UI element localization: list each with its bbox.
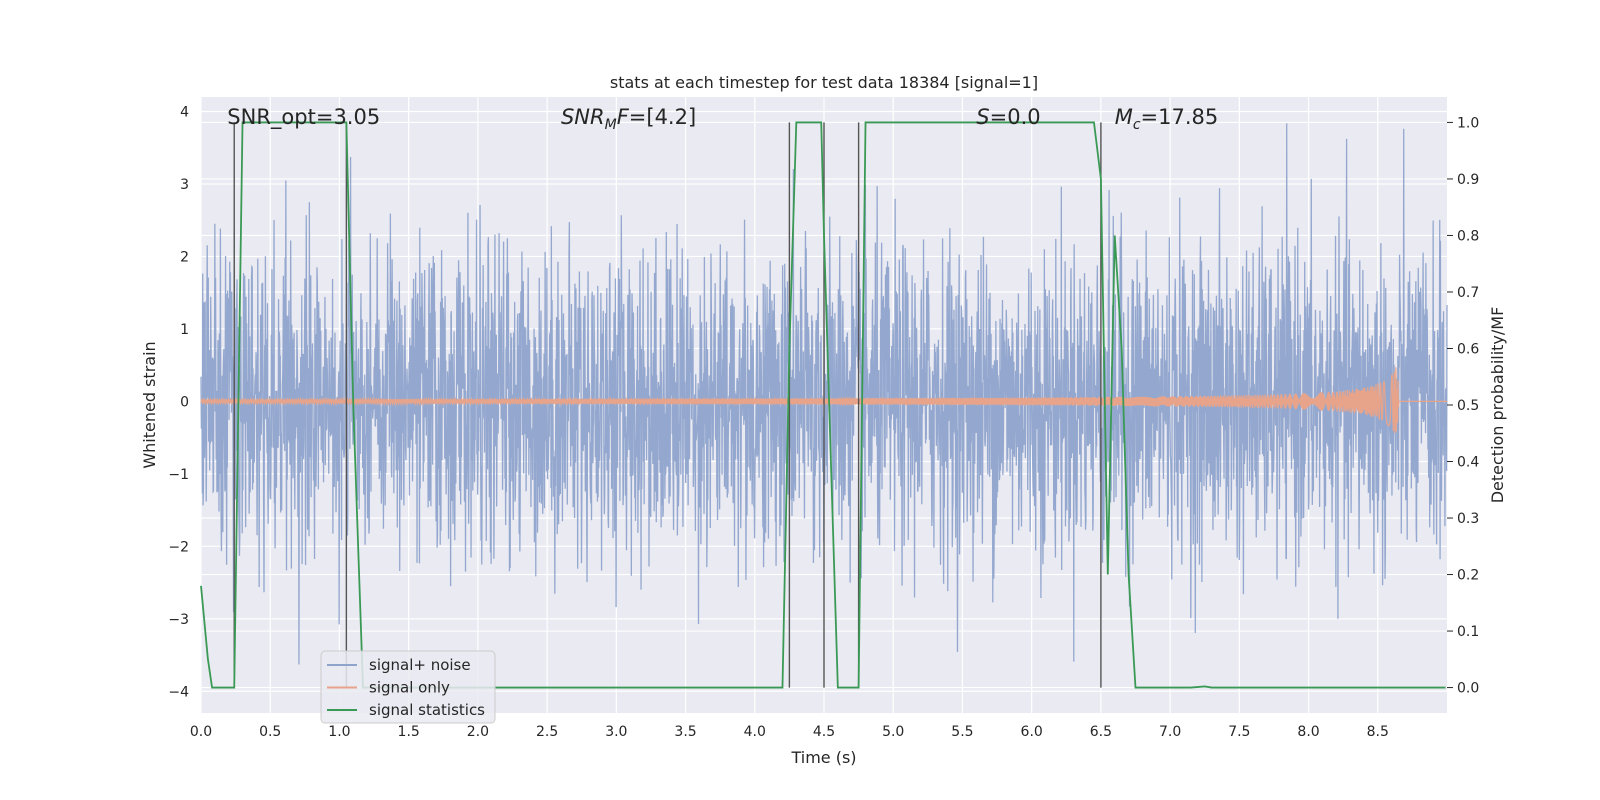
x-tick-label: 1.5 — [398, 724, 420, 740]
y-tick-label: 1 — [180, 322, 189, 338]
x-tick-label: 1.0 — [328, 724, 350, 740]
y2-tick-label: 0.7 — [1457, 285, 1479, 301]
y-tick-label: 0 — [180, 394, 189, 410]
y2-axis-ticks: 1.0 0.9 0.8 0.7 0.6 0.5 0.4 0.3 0.2 0.1 0.0 — [1447, 115, 1479, 697]
y2-axis-label: Detection probability/MF — [1488, 307, 1507, 504]
y-tick-label: 3 — [180, 177, 189, 193]
y2-tick-label: 0.9 — [1457, 172, 1479, 188]
y2-tick-label: 0.3 — [1457, 511, 1479, 527]
x-tick-label: 4.0 — [744, 724, 766, 740]
legend-box — [320, 650, 496, 724]
y2-tick-label: 0.1 — [1457, 624, 1479, 640]
y2-tick-label: 1.0 — [1457, 115, 1479, 131]
legend-entry: signal only — [369, 679, 450, 697]
y2-tick-label: 0.5 — [1457, 398, 1479, 414]
chart-title: stats at each timestep for test data 183… — [610, 73, 1038, 92]
y2-tick-label: 0.0 — [1457, 681, 1479, 697]
legend-entry: signal+ noise — [369, 656, 471, 674]
annotation-3: S=0.0 — [976, 105, 1040, 129]
y2-tick-label: 0.6 — [1457, 341, 1479, 357]
x-tick-label: 3.5 — [674, 724, 696, 740]
x-tick-label: 7.0 — [1159, 724, 1181, 740]
y-tick-label: −3 — [168, 612, 189, 628]
y-tick-label: 2 — [180, 249, 189, 265]
legend: signal+ noise signal only signal statistic… — [320, 650, 496, 724]
x-tick-label: 5.0 — [882, 724, 904, 740]
x-axis-ticks: 0.0 0.5 1.0 1.5 2.0 2.5 3.0 3.5 4.0 4.5 5.0 5.5 6.0 6… — [190, 724, 1389, 740]
annotations: SNR_opt=3.05 SNRMF=[4.2] S=0.0 Mc=17.85 — [227, 105, 1218, 133]
y-tick-label: −1 — [168, 467, 189, 483]
annotation-4: Mc=17.85 — [1115, 105, 1219, 133]
signal-statistics-line — [200, 121, 1446, 689]
annotation-2: SNRMF=[4.2] — [561, 105, 696, 133]
x-tick-label: 4.5 — [813, 724, 835, 740]
x-tick-label: 0.5 — [259, 724, 281, 740]
x-tick-label: 8.0 — [1297, 724, 1319, 740]
x-tick-label: 2.5 — [536, 724, 558, 740]
legend-entry: signal statistics — [369, 701, 485, 719]
x-tick-label: 3.0 — [605, 724, 627, 740]
y-axis-label: Whitened strain — [140, 341, 159, 468]
x-tick-label: 5.5 — [951, 724, 973, 740]
x-tick-label: 7.5 — [1228, 724, 1250, 740]
x-tick-label: 6.0 — [1021, 724, 1043, 740]
y2-tick-label: 0.8 — [1457, 228, 1479, 244]
y2-tick-label: 0.4 — [1457, 455, 1479, 471]
x-tick-label: 6.5 — [1090, 724, 1112, 740]
x-tick-label: 8.5 — [1367, 724, 1389, 740]
x-tick-label: 0.0 — [190, 724, 212, 740]
x-tick-label: 2.0 — [467, 724, 489, 740]
y-axis-ticks: 4 3 2 1 0 −1 −2 −3 −4 — [168, 104, 189, 700]
y2-tick-label: 0.2 — [1457, 568, 1479, 584]
y-tick-label: −2 — [168, 539, 189, 555]
series-signal-statistics — [200, 121, 1446, 689]
annotation-1: SNR_opt=3.05 — [227, 105, 380, 130]
x-axis-label: Time (s) — [790, 748, 856, 767]
y-tick-label: −4 — [168, 684, 189, 700]
y-tick-label: 4 — [180, 104, 189, 120]
